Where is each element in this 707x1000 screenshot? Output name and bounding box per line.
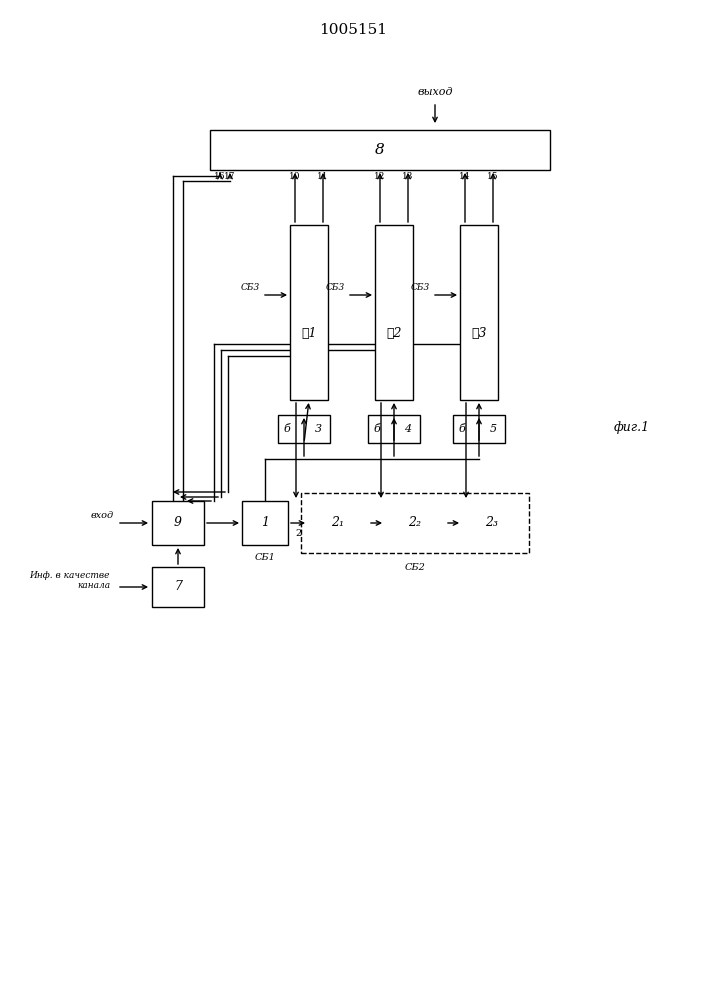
Text: 16: 16: [214, 172, 226, 181]
Text: 4: 4: [404, 424, 411, 434]
Text: ѡ2: ѡ2: [386, 327, 402, 340]
Text: 1005151: 1005151: [319, 23, 387, 37]
Text: 10: 10: [289, 172, 300, 181]
Text: 9: 9: [174, 516, 182, 530]
Bar: [152, 501, 204, 545]
Bar: [278, 415, 330, 443]
Bar: [301, 493, 529, 553]
Bar: [462, 501, 522, 545]
Bar: [210, 130, 550, 170]
Text: выход: выход: [417, 87, 452, 97]
Text: 2₃: 2₃: [486, 516, 498, 530]
Text: 2: 2: [295, 530, 301, 538]
Text: СБ1: СБ1: [255, 554, 276, 562]
Text: фиг.1: фиг.1: [614, 422, 650, 434]
Text: вход: вход: [91, 510, 114, 520]
Text: Инф. в качестве: Инф. в качестве: [30, 572, 110, 580]
Bar: [290, 225, 328, 400]
Bar: [368, 415, 420, 443]
Bar: [385, 501, 445, 545]
Bar: [460, 225, 498, 400]
Text: СБ3: СБ3: [411, 284, 430, 292]
Text: ѡ1: ѡ1: [301, 327, 317, 340]
Text: 5: 5: [489, 424, 496, 434]
Bar: [375, 225, 413, 400]
Text: б: б: [459, 424, 465, 434]
Text: б: б: [284, 424, 291, 434]
Bar: [242, 501, 288, 545]
Text: 1: 1: [261, 516, 269, 530]
Text: СБ2: СБ2: [404, 562, 426, 572]
Text: 7: 7: [174, 580, 182, 593]
Text: 2₁: 2₁: [332, 516, 344, 530]
Bar: [308, 501, 368, 545]
Bar: [453, 415, 505, 443]
Text: 2₂: 2₂: [409, 516, 421, 530]
Text: б: б: [373, 424, 380, 434]
Text: 3: 3: [315, 424, 322, 434]
Text: 15: 15: [487, 172, 499, 181]
Text: канала: канала: [77, 582, 110, 590]
Text: СБ3: СБ3: [241, 284, 260, 292]
Text: 14: 14: [460, 172, 471, 181]
Text: ѡ3: ѡ3: [472, 327, 486, 340]
Text: 13: 13: [402, 172, 414, 181]
Text: 17: 17: [224, 172, 235, 181]
Text: 11: 11: [317, 172, 329, 181]
Text: СБ3: СБ3: [326, 284, 345, 292]
Text: 12: 12: [374, 172, 386, 181]
Bar: [152, 567, 204, 607]
Text: 8: 8: [375, 143, 385, 157]
